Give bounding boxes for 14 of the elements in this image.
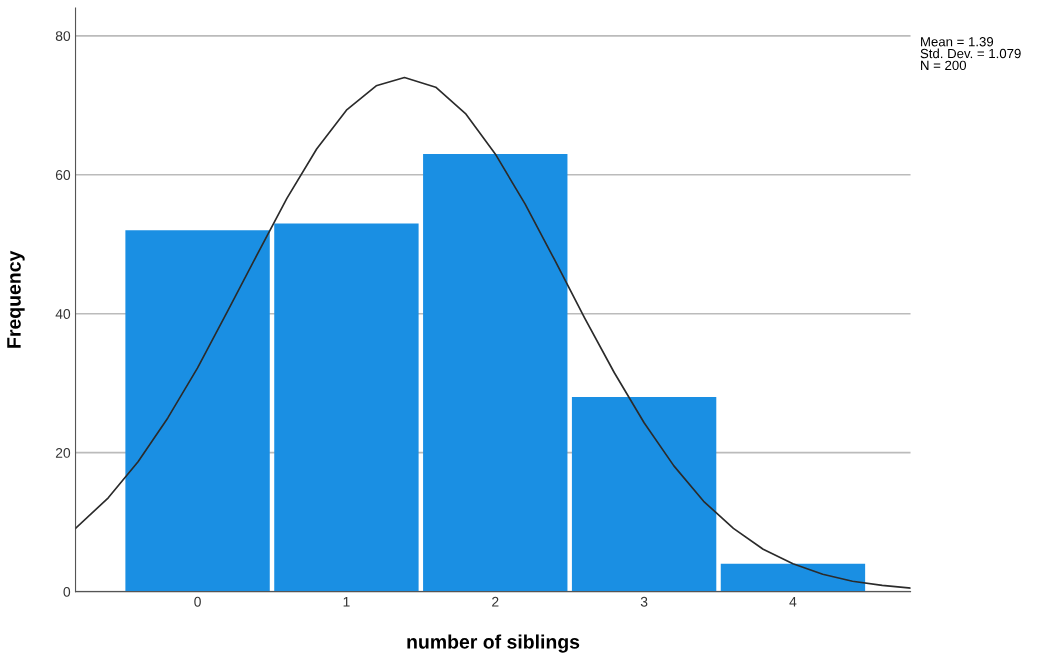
x-tick-label: 0 — [194, 596, 201, 607]
y-tick-label: 20 — [55, 448, 71, 458]
x-axis-title: number of siblings — [407, 634, 580, 653]
y-tick-label: 0 — [63, 586, 71, 597]
x-tick-label: 4 — [789, 597, 797, 607]
x-tick-label: 3 — [640, 596, 648, 607]
y-tick-label: 60 — [55, 170, 71, 180]
x-tick-label: 1 — [343, 597, 350, 607]
y-axis-title: Frequency — [7, 250, 25, 348]
y-tick-label: 80 — [55, 31, 71, 41]
text: Mean = 1.39 Std. Dev. = 1.079 N = 200 — [920, 37, 1021, 71]
y-tick-label: 40 — [55, 309, 71, 319]
line-series — [75, 76, 911, 589]
x-tick-label: 2 — [492, 596, 499, 607]
